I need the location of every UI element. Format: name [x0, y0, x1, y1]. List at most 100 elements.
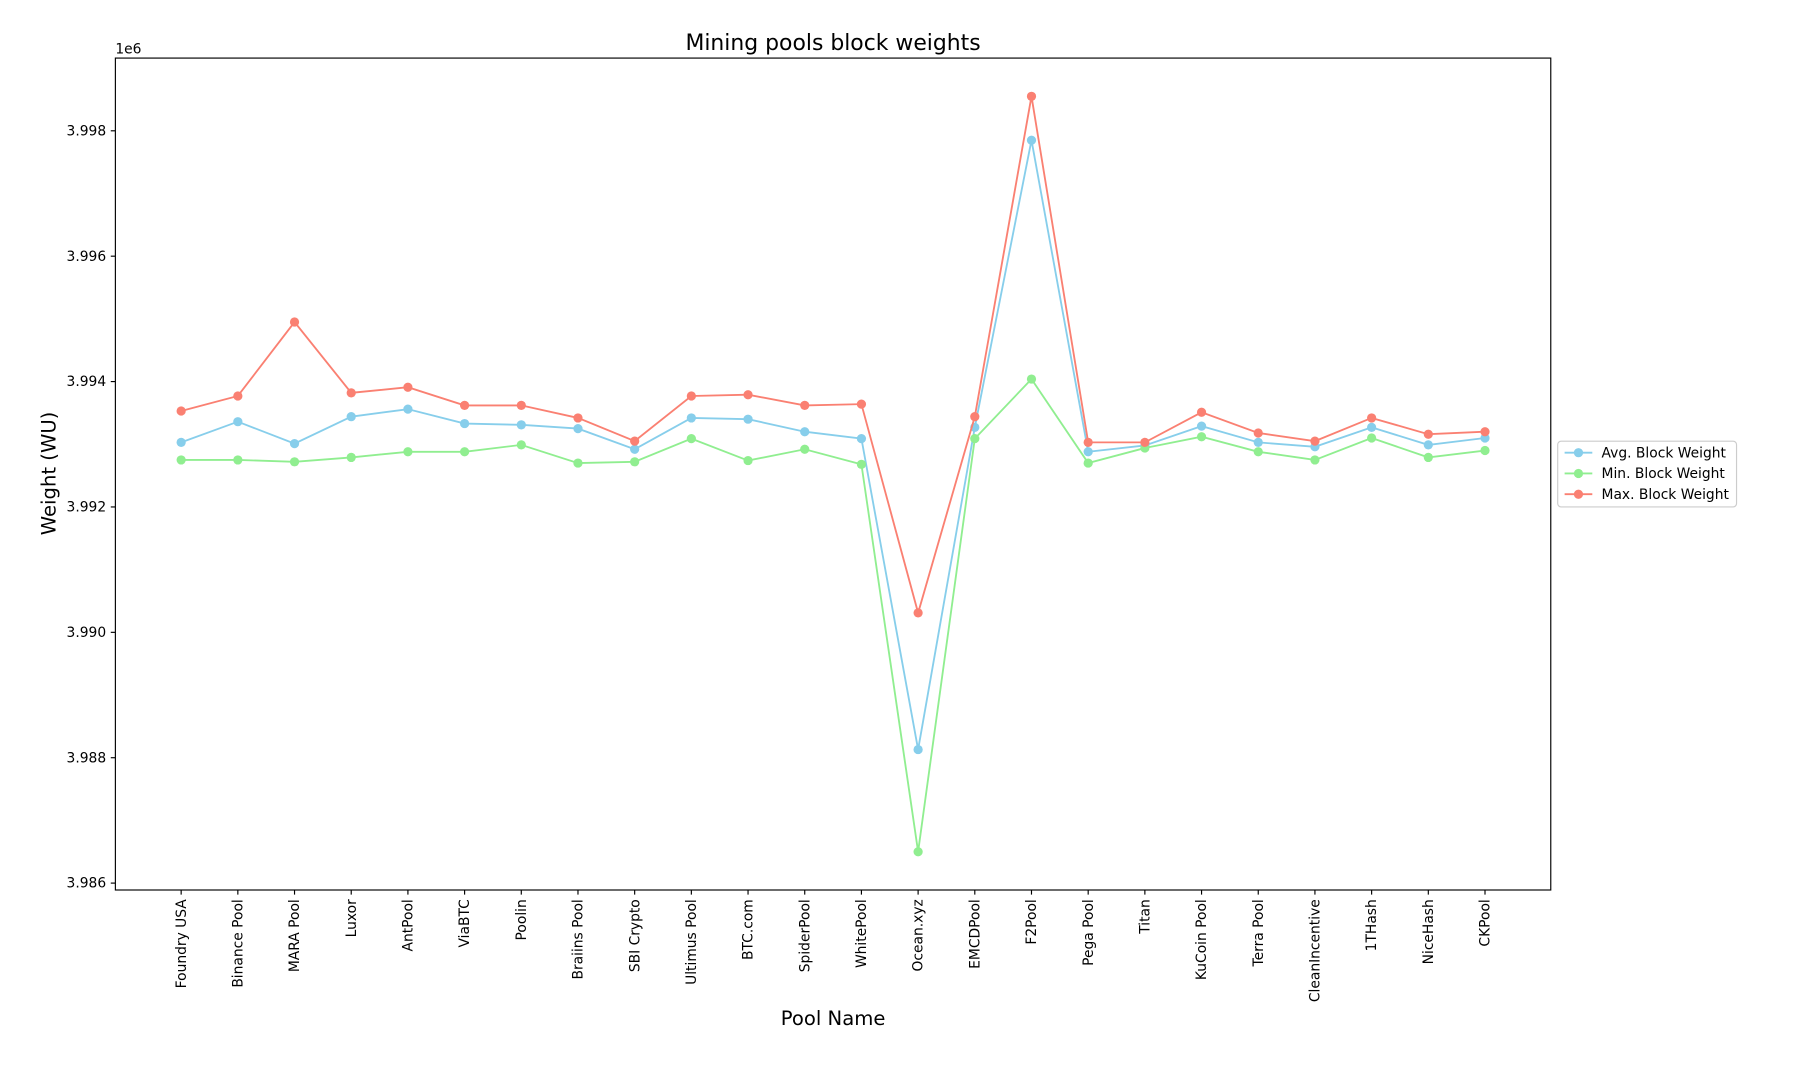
- data-point: [1026, 91, 1037, 101]
- x-tick-label: 1THash: [1364, 899, 1380, 951]
- x-tick-label: F2Pool: [1024, 899, 1040, 944]
- data-point: [800, 444, 810, 454]
- legend-label: Max. Block Weight: [1602, 487, 1730, 503]
- series-min-block-weight: [176, 374, 1490, 857]
- x-tick-label: Terra Pool: [1251, 899, 1267, 967]
- x-tick-label: SpiderPool: [797, 899, 813, 972]
- y-tick-label: 3.994: [67, 374, 107, 390]
- x-axis-label: Pool Name: [781, 1007, 886, 1030]
- data-point: [1196, 421, 1207, 431]
- data-point: [1140, 437, 1150, 447]
- data-point: [459, 400, 470, 411]
- data-point: [346, 412, 356, 422]
- data-point: [1310, 455, 1320, 465]
- data-point: [176, 455, 186, 465]
- data-point: [1423, 452, 1433, 463]
- data-point: [516, 420, 526, 430]
- data-point: [743, 414, 753, 424]
- legend-label: Avg. Block Weight: [1602, 445, 1727, 461]
- x-tick-label: Luxor: [344, 899, 360, 937]
- data-point: [1480, 427, 1490, 437]
- data-point: [800, 427, 810, 437]
- x-tick-label: BTC.com: [741, 899, 757, 960]
- data-point: [1423, 429, 1433, 439]
- x-tick-label: Titan: [1137, 899, 1153, 935]
- x-tick-label: Braiins Pool: [571, 899, 587, 979]
- data-point: [573, 423, 583, 434]
- data-point: [573, 458, 583, 468]
- y-offset-label: 1e6: [115, 41, 141, 57]
- series-line: [180, 96, 1486, 617]
- data-point: [573, 413, 583, 423]
- data-point: [1310, 436, 1320, 446]
- data-point: [459, 418, 470, 429]
- data-point: [1083, 458, 1093, 468]
- x-tick-label: Foundry USA: [174, 899, 190, 989]
- x-tick-label: AntPool: [401, 899, 417, 951]
- data-point: [1367, 433, 1377, 443]
- y-tick-label: 3.992: [67, 500, 107, 516]
- data-point: [403, 382, 413, 392]
- data-point: [289, 457, 300, 467]
- data-point: [630, 436, 640, 446]
- x-tick-label: SBI Crypto: [627, 899, 643, 972]
- series-max-block-weight: [176, 91, 1490, 618]
- x-tick-label: NiceHash: [1421, 899, 1437, 964]
- x-axis: Foundry USA Binance Pool MARA Pool Luxor Ant…: [174, 889, 1494, 1002]
- x-tick-label: CleanIncentive: [1308, 899, 1324, 1002]
- data-point: [176, 437, 186, 447]
- data-point: [1253, 428, 1263, 438]
- data-point: [289, 317, 300, 327]
- data-point: [1480, 445, 1490, 456]
- data-point: [1196, 407, 1207, 417]
- data-point: [1083, 437, 1093, 447]
- data-point: [516, 440, 526, 450]
- data-point: [686, 413, 696, 423]
- data-point: [1026, 135, 1037, 145]
- data-point: [289, 439, 300, 449]
- x-tick-label: Binance Pool: [230, 899, 246, 987]
- x-tick-label: MARA Pool: [287, 899, 303, 972]
- y-tick-label: 3.990: [67, 625, 107, 641]
- data-point: [1367, 413, 1377, 423]
- data-point: [913, 744, 923, 755]
- series-line: [180, 140, 1486, 750]
- x-tick-label: Pega Pool: [1081, 899, 1097, 966]
- series-line: [181, 377, 1486, 852]
- data-point: [459, 447, 470, 457]
- data-point: [856, 459, 867, 469]
- data-point: [233, 417, 243, 427]
- y-tick-label: 3.996: [67, 249, 107, 265]
- data-point: [176, 406, 186, 416]
- y-tick-label: 3.998: [67, 123, 107, 139]
- data-point: [346, 452, 356, 463]
- x-tick-label: Ultimus Pool: [684, 899, 700, 985]
- y-axis-label: Weight (WU): [37, 412, 60, 536]
- data-point: [800, 400, 810, 411]
- data-point: [856, 434, 867, 444]
- series-avg-block-weight: [176, 135, 1490, 755]
- data-point: [1026, 374, 1037, 384]
- data-point: [913, 847, 923, 857]
- x-tick-label: Poolin: [514, 899, 530, 940]
- data-point: [403, 447, 413, 457]
- data-point: [686, 391, 696, 401]
- y-tick-label: 3.986: [67, 876, 107, 892]
- data-point: [743, 390, 753, 400]
- x-tick-label: CKPool: [1478, 899, 1494, 946]
- legend-marker: [1573, 489, 1584, 499]
- data-point: [686, 434, 696, 444]
- y-axis: 3.986 3.988 3.990 3.992 3.994 3.996 3.998: [67, 123, 116, 892]
- data-point: [403, 404, 413, 414]
- data-point: [630, 457, 640, 467]
- data-point: [856, 399, 867, 409]
- data-point: [1367, 422, 1377, 432]
- legend-marker: [1573, 448, 1584, 458]
- legend: Avg. Block Weight Min. Block Weight Max. B…: [1557, 440, 1738, 508]
- x-tick-label: KuCoin Pool: [1194, 899, 1210, 980]
- data-point: [1253, 437, 1263, 447]
- legend-marker: [1573, 468, 1584, 479]
- data-point: [970, 412, 980, 422]
- data-point: [913, 608, 923, 618]
